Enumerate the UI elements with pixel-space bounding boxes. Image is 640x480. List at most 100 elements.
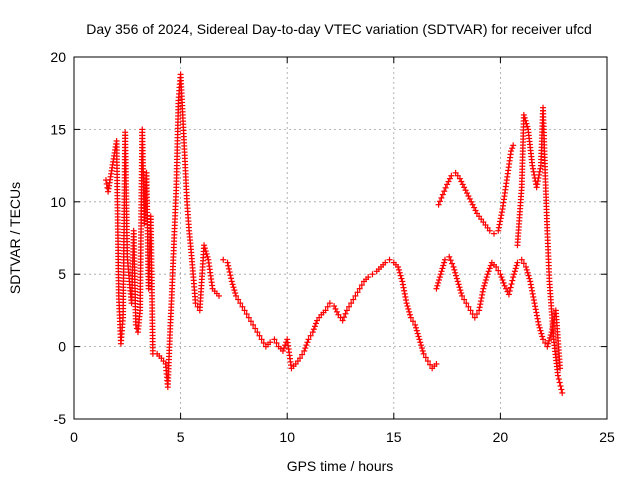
data-point	[536, 171, 543, 178]
data-point	[241, 307, 248, 314]
data-point	[399, 278, 406, 285]
y-tick-label: 15	[50, 121, 66, 137]
data-point	[226, 269, 233, 276]
data-point	[256, 332, 263, 339]
data-point	[433, 360, 440, 367]
data-point	[505, 291, 512, 298]
data-point	[500, 279, 507, 286]
data-point	[450, 263, 457, 270]
data-point	[534, 315, 541, 322]
data-point	[401, 290, 408, 297]
data-point	[435, 276, 442, 283]
data-point	[326, 300, 333, 307]
data-point	[435, 279, 442, 286]
data-point	[507, 284, 514, 291]
data-point	[534, 181, 541, 188]
data-point	[497, 271, 504, 278]
data-point	[420, 350, 427, 357]
data-point	[239, 303, 246, 310]
data-point	[437, 271, 444, 278]
data-point	[529, 165, 536, 172]
data-point	[496, 221, 503, 228]
data-point	[333, 308, 340, 315]
data-point	[536, 168, 543, 175]
data-point	[510, 142, 517, 149]
data-point	[424, 358, 431, 365]
data-point	[457, 287, 464, 294]
data-point	[412, 321, 419, 328]
data-point	[471, 314, 478, 321]
data-point	[402, 293, 409, 300]
data-point	[202, 248, 209, 255]
data-point	[446, 175, 453, 182]
data-point	[324, 303, 331, 310]
chart-title: Day 356 of 2024, Sidereal Day-to-day VTE…	[86, 21, 592, 37]
data-point	[531, 300, 538, 307]
y-tick-label: 5	[58, 266, 66, 282]
data-point	[466, 195, 473, 202]
data-point	[533, 309, 540, 316]
data-point	[458, 178, 465, 185]
data-point	[510, 274, 517, 281]
data-point	[477, 298, 484, 305]
data-point	[254, 329, 261, 336]
data-point	[476, 307, 483, 314]
data-point	[509, 277, 516, 284]
data-point	[397, 272, 404, 279]
data-point	[493, 263, 500, 270]
y-tick-label: -5	[54, 411, 67, 427]
data-point	[299, 351, 306, 358]
data-point	[521, 114, 528, 121]
data-point	[382, 259, 389, 266]
data-point	[509, 145, 516, 152]
data-point	[281, 345, 288, 352]
data-point	[501, 282, 508, 289]
data-point	[476, 304, 483, 311]
data-point	[225, 262, 232, 269]
data-point	[495, 227, 502, 234]
x-tick-label: 0	[70, 429, 78, 445]
data-point	[311, 323, 318, 330]
data-point	[252, 325, 259, 332]
data-point	[511, 271, 518, 278]
data-point	[258, 336, 265, 343]
data-point	[439, 265, 446, 272]
data-point	[480, 285, 487, 292]
data-point	[533, 312, 540, 319]
data-point	[545, 340, 552, 347]
data-point	[396, 269, 403, 276]
data-point	[444, 181, 451, 188]
data-point	[529, 162, 536, 169]
data-point	[514, 259, 521, 266]
data-point	[557, 382, 564, 389]
data-point	[478, 294, 485, 301]
data-point	[230, 284, 237, 291]
data-point	[400, 284, 407, 291]
data-point	[247, 318, 254, 325]
data-point	[419, 347, 426, 354]
data-point	[461, 296, 468, 303]
data-point	[201, 245, 208, 252]
data-point	[491, 230, 498, 237]
data-point	[497, 215, 504, 222]
data-point	[435, 201, 442, 208]
data-point	[233, 292, 240, 299]
data-point	[358, 282, 365, 289]
data-point	[442, 184, 449, 191]
data-point	[512, 265, 519, 272]
data-point	[468, 198, 475, 205]
data-point	[471, 204, 478, 211]
data-point	[463, 300, 470, 307]
x-tick-label: 15	[386, 429, 402, 445]
data-point	[267, 339, 274, 346]
data-point	[522, 117, 529, 124]
data-point	[403, 300, 410, 307]
data-point	[485, 268, 492, 275]
data-point	[401, 287, 408, 294]
data-point	[412, 324, 419, 331]
data-point	[482, 276, 489, 283]
data-point	[343, 307, 350, 314]
data-point	[356, 285, 363, 292]
data-point	[508, 281, 515, 288]
